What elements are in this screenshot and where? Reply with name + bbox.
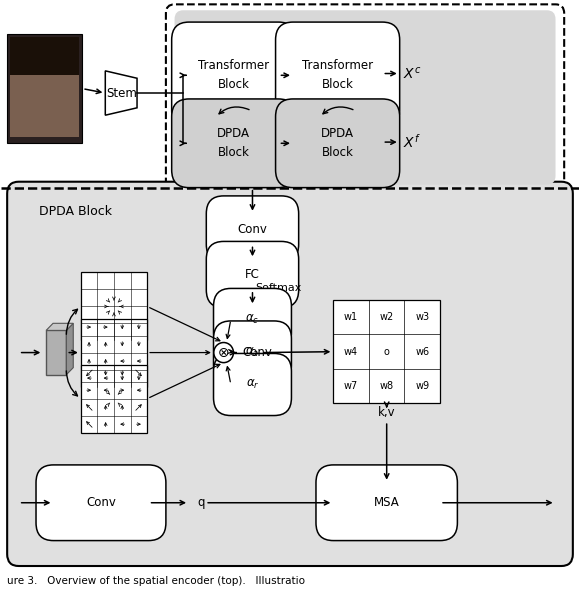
Text: w7: w7 (344, 381, 358, 391)
Text: FC: FC (245, 268, 260, 281)
FancyBboxPatch shape (166, 4, 564, 191)
Bar (10, 40, 79, 137)
FancyBboxPatch shape (172, 99, 296, 188)
Text: Block: Block (322, 78, 354, 91)
Bar (334, 300, 440, 403)
Text: Conv: Conv (242, 346, 272, 359)
Text: Block: Block (218, 78, 249, 91)
Text: w3: w3 (415, 312, 429, 322)
FancyBboxPatch shape (213, 321, 291, 383)
Bar (46, 330, 66, 375)
Text: w1: w1 (344, 312, 358, 322)
Text: Transformer: Transformer (302, 59, 373, 72)
Text: ure 3.   Overview of the spatial encoder (top).   Illustratio: ure 3. Overview of the spatial encoder (… (7, 576, 305, 586)
FancyBboxPatch shape (36, 465, 166, 541)
Text: Block: Block (322, 146, 354, 159)
Text: MSA: MSA (374, 496, 400, 509)
Text: k,v: k,v (378, 406, 396, 419)
FancyBboxPatch shape (206, 241, 299, 308)
Polygon shape (106, 71, 137, 115)
FancyBboxPatch shape (206, 196, 299, 262)
Text: Conv: Conv (86, 496, 116, 509)
FancyBboxPatch shape (7, 182, 573, 566)
Bar (81, 318, 147, 387)
Text: $\alpha_r$: $\alpha_r$ (246, 378, 259, 391)
Text: w4: w4 (344, 347, 358, 356)
FancyBboxPatch shape (175, 10, 556, 185)
Text: Softmax: Softmax (255, 283, 302, 293)
FancyBboxPatch shape (213, 289, 291, 350)
Text: DPDA Block: DPDA Block (39, 205, 112, 218)
FancyBboxPatch shape (316, 465, 458, 541)
Bar (81, 273, 147, 340)
Text: Transformer: Transformer (198, 59, 269, 72)
Polygon shape (46, 323, 73, 330)
Text: $\otimes$: $\otimes$ (218, 346, 230, 359)
Text: o: o (384, 347, 390, 356)
Text: Conv: Conv (238, 223, 267, 235)
Polygon shape (66, 323, 73, 375)
Text: DPDA: DPDA (218, 127, 250, 140)
Text: Block: Block (218, 146, 249, 159)
Text: w2: w2 (379, 312, 394, 322)
FancyBboxPatch shape (213, 353, 291, 416)
Text: q: q (198, 496, 205, 509)
Text: Stem: Stem (106, 87, 137, 100)
Bar (10, 37, 79, 75)
Text: DPDA: DPDA (321, 127, 354, 140)
Text: $X^c$: $X^c$ (403, 65, 421, 81)
Circle shape (214, 343, 233, 362)
Bar (7, 34, 82, 143)
FancyBboxPatch shape (276, 99, 400, 188)
FancyBboxPatch shape (172, 22, 296, 128)
Text: w9: w9 (415, 381, 429, 391)
Text: $X^f$: $X^f$ (403, 133, 420, 151)
Text: w8: w8 (380, 381, 394, 391)
Text: $\alpha_c$: $\alpha_c$ (245, 313, 260, 326)
Bar (81, 365, 147, 432)
Text: w6: w6 (415, 347, 429, 356)
Text: $\alpha_a$: $\alpha_a$ (245, 346, 260, 359)
FancyBboxPatch shape (276, 22, 400, 128)
